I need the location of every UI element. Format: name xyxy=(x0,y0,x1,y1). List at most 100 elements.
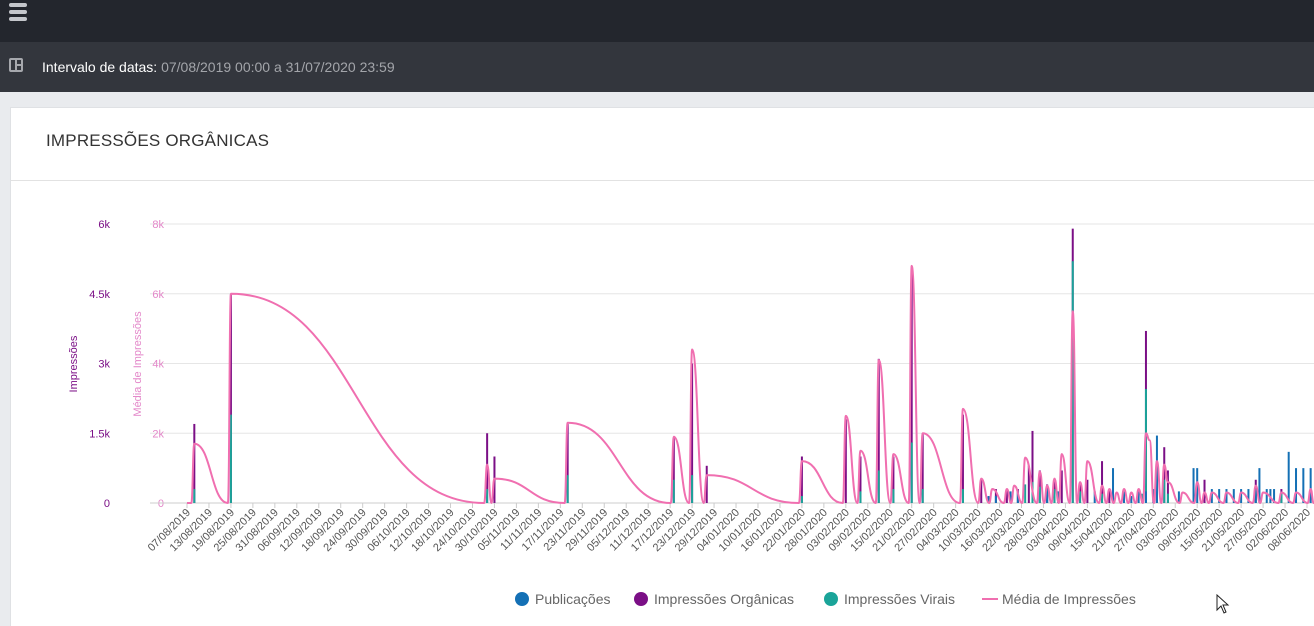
chart-bar xyxy=(1258,468,1261,503)
date-range-value: 07/08/2019 00:00 a 31/07/2020 23:59 xyxy=(161,59,395,75)
chart-bar xyxy=(1060,470,1063,503)
chart-bar xyxy=(1144,491,1147,503)
legend-circle-marker xyxy=(824,592,838,606)
chart-bar xyxy=(1009,491,1012,503)
chart-bar xyxy=(1240,489,1243,503)
card-title: IMPRESSÕES ORGÂNICAS xyxy=(46,131,270,150)
right-axis-title: Média de Impressões xyxy=(132,311,144,417)
chart-bar xyxy=(229,414,232,503)
legend-item: Impressões Orgânicas xyxy=(634,591,794,607)
date-range-separator: : xyxy=(153,59,162,75)
chart-bar xyxy=(1101,493,1104,503)
chart-bar xyxy=(892,489,895,503)
legend-item: Impressões Virais xyxy=(824,591,955,607)
chart-bar xyxy=(1287,451,1290,503)
legend-label: Impressões Virais xyxy=(844,591,955,607)
legend-circle-marker xyxy=(515,592,529,606)
chart-bar xyxy=(1086,479,1089,503)
chart-bar xyxy=(800,456,803,503)
chart-bar xyxy=(1053,489,1056,503)
left-axis-tick-label: 1.5k xyxy=(89,428,110,440)
organic-impressions-card: IMPRESSÕES ORGÂNICAS xyxy=(10,107,1314,626)
right-axis-tick-label: 0 xyxy=(158,498,164,510)
panel-layout-icon[interactable] xyxy=(9,58,23,72)
right-axis-tick-label: 4k xyxy=(152,359,164,371)
chart-bar xyxy=(1079,491,1082,503)
chart-bar xyxy=(1038,486,1041,503)
chart-bar xyxy=(1265,489,1268,503)
legend-label: Média de Impressões xyxy=(1002,591,1136,607)
right-axis-tick-label: 8k xyxy=(152,219,164,231)
chart-bar xyxy=(1273,489,1276,503)
chart-bar xyxy=(910,270,913,503)
top-navigation-bar xyxy=(0,0,1314,42)
chart-bar xyxy=(892,456,895,503)
chart-bar xyxy=(921,433,924,503)
chart-bar xyxy=(980,479,983,503)
hamburger-menu-icon[interactable] xyxy=(9,3,27,21)
chart-bar xyxy=(1031,430,1034,503)
left-axis-tick-label: 4.5k xyxy=(89,289,110,301)
chart-bar xyxy=(877,358,880,503)
chart-bar xyxy=(193,423,196,503)
chart-bar xyxy=(1112,468,1115,503)
chart-bar xyxy=(1071,261,1074,503)
chart-bar xyxy=(1210,489,1213,503)
left-axis-tick-label: 0 xyxy=(104,498,110,510)
chart-bar xyxy=(1005,489,1008,503)
chart-bar xyxy=(1141,493,1144,503)
legend-item: Média de Impressões xyxy=(982,591,1136,607)
chart-bar xyxy=(486,489,489,503)
chart-bar xyxy=(910,442,913,503)
legend-label: Publicações xyxy=(535,591,611,607)
chart-bar xyxy=(705,465,708,503)
chart-bar xyxy=(566,423,569,503)
chart-bar xyxy=(566,475,569,503)
chart-bar xyxy=(859,456,862,503)
legend-circle-marker xyxy=(634,592,648,606)
chart-bar xyxy=(1108,489,1111,503)
chart-bar xyxy=(1166,493,1169,503)
date-range-bar: Intervalo de datas: 07/08/2019 00:00 a 3… xyxy=(0,42,1314,92)
left-axis-title: Impressões xyxy=(68,335,80,392)
chart-bar xyxy=(800,496,803,503)
chart-bar xyxy=(1302,468,1305,503)
chart-bar xyxy=(1046,489,1049,503)
chart-bar xyxy=(877,470,880,503)
chart-bar xyxy=(1218,489,1221,503)
mouse-cursor-icon xyxy=(1216,594,1230,614)
chart-bar xyxy=(1130,496,1133,503)
chart-bar xyxy=(1280,493,1283,503)
chart-bar xyxy=(994,496,997,503)
chart-bar xyxy=(961,489,964,503)
chart-bar xyxy=(1027,465,1030,503)
chart-bar xyxy=(1101,461,1104,503)
chart-bar xyxy=(691,475,694,503)
date-range-filter[interactable]: Intervalo de datas: 07/08/2019 00:00 a 3… xyxy=(42,59,395,75)
chart-bar xyxy=(1309,468,1312,503)
left-axis-tick-label: 3k xyxy=(98,359,110,371)
chart-bar xyxy=(1203,479,1206,503)
chart-bar xyxy=(1225,489,1228,503)
legend-item: Publicações xyxy=(515,591,611,607)
date-range-label: Intervalo de datas xyxy=(42,59,154,75)
chart-bar xyxy=(1295,468,1298,503)
chart-bar xyxy=(1163,447,1166,503)
legend-label: Impressões Orgânicas xyxy=(654,591,794,607)
chart-bar xyxy=(1016,491,1019,503)
chart-bar xyxy=(691,363,694,503)
chart-bar xyxy=(193,489,196,503)
chart-bar xyxy=(859,491,862,503)
chart-bar xyxy=(921,489,924,503)
chart-bar xyxy=(1024,484,1027,503)
right-axis-tick-label: 2k xyxy=(152,428,164,440)
chart-bar xyxy=(1166,470,1169,503)
chart-bar xyxy=(1163,479,1166,503)
chart-bar xyxy=(1254,489,1257,503)
right-axis-tick-label: 6k xyxy=(152,289,164,301)
chart-bar xyxy=(229,293,232,503)
chart-bar xyxy=(672,437,675,503)
chart-bar xyxy=(1093,491,1096,503)
chart-bar xyxy=(1232,489,1235,503)
